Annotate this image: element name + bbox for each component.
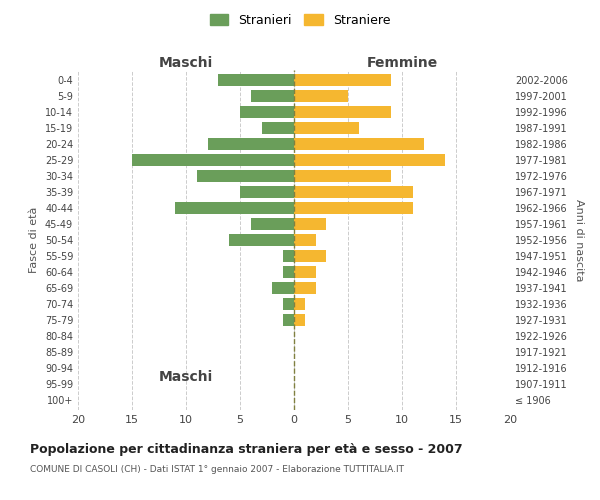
Bar (208, 138, 294, 150)
Bar (251, 218, 294, 230)
Bar (294, 282, 316, 294)
Text: Femmine: Femmine (367, 56, 437, 70)
Bar (283, 298, 294, 310)
Bar (294, 314, 305, 326)
Bar (294, 138, 424, 150)
Bar (132, 154, 294, 166)
Legend: Stranieri, Straniere: Stranieri, Straniere (205, 8, 395, 32)
Bar (240, 106, 294, 118)
Bar (229, 234, 294, 246)
Bar (283, 314, 294, 326)
Bar (294, 90, 348, 102)
Bar (294, 106, 391, 118)
Y-axis label: Fasce di età: Fasce di età (29, 207, 39, 273)
Y-axis label: Anni di nascita: Anni di nascita (574, 198, 584, 281)
Text: COMUNE DI CASOLI (CH) - Dati ISTAT 1° gennaio 2007 - Elaborazione TUTTITALIA.IT: COMUNE DI CASOLI (CH) - Dati ISTAT 1° ge… (30, 465, 404, 474)
Bar (262, 122, 294, 134)
Bar (294, 250, 326, 262)
Text: Maschi: Maschi (159, 370, 213, 384)
Bar (272, 282, 294, 294)
Bar (294, 298, 305, 310)
Bar (197, 170, 294, 182)
Text: Popolazione per cittadinanza straniera per età e sesso - 2007: Popolazione per cittadinanza straniera p… (30, 442, 463, 456)
Bar (283, 250, 294, 262)
Bar (294, 266, 316, 278)
Text: Maschi: Maschi (159, 56, 213, 70)
Bar (294, 218, 326, 230)
Bar (294, 186, 413, 198)
Bar (175, 202, 294, 214)
Bar (240, 186, 294, 198)
Bar (294, 170, 391, 182)
Bar (294, 202, 413, 214)
Bar (218, 74, 294, 86)
Bar (294, 154, 445, 166)
Bar (283, 266, 294, 278)
Bar (294, 122, 359, 134)
Bar (251, 90, 294, 102)
Bar (294, 234, 316, 246)
Bar (294, 74, 391, 86)
